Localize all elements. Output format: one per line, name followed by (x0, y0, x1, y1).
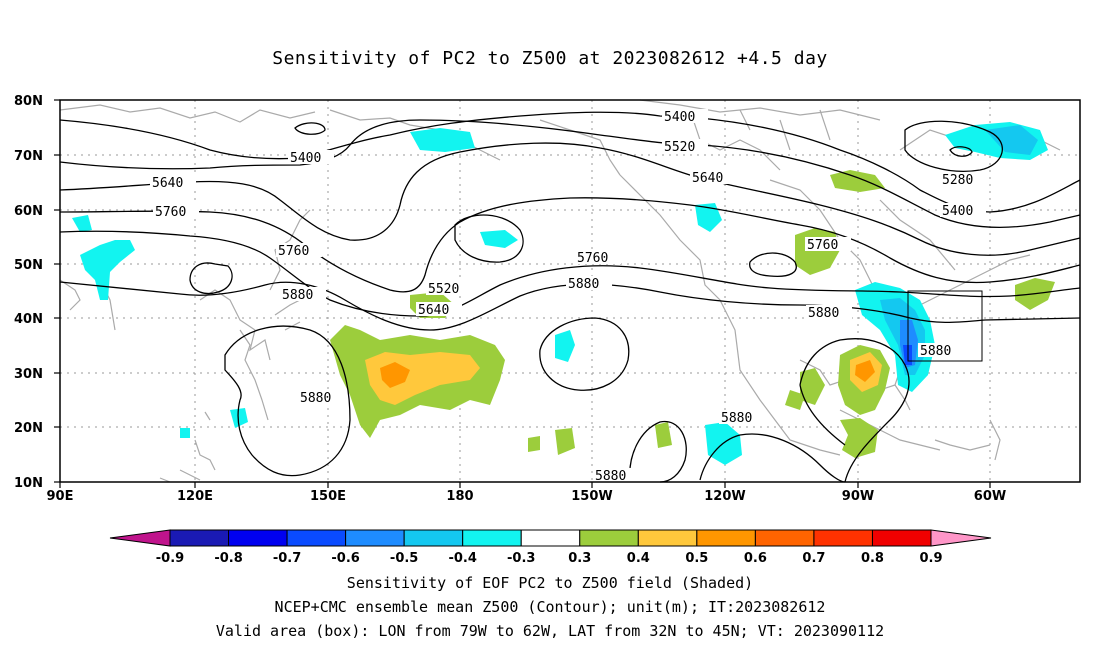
contour-label-5760: 5760 (577, 251, 608, 266)
colorbar-label: -0.9 (156, 551, 184, 566)
colorbar-box (637, 529, 698, 547)
colorbar-box (462, 529, 522, 547)
contour-label-5760: 5760 (807, 238, 838, 253)
lat-label: 10N (14, 476, 43, 491)
valid-area-box (907, 290, 983, 362)
lat-label: 40N (14, 312, 43, 327)
colorbar-box (286, 529, 347, 547)
lon-label: 150E (310, 489, 346, 504)
contour-label-5880: 5880 (568, 277, 599, 292)
colorbar-left-triangle (109, 529, 171, 547)
lon-label: 150W (571, 489, 612, 504)
contour-label-5880: 5880 (920, 344, 951, 359)
contour-label-5880: 5880 (808, 306, 839, 321)
caption-line-1: Sensitivity of EOF PC2 to Z500 field (Sh… (346, 574, 754, 592)
colorbar-box (754, 529, 815, 547)
colorbar-right-triangle (930, 529, 992, 547)
colorbar-box (579, 529, 639, 547)
colorbar-box (403, 529, 464, 547)
colorbar-label: 0.5 (685, 551, 708, 566)
shaded-areas (72, 122, 1055, 465)
lat-label: 20N (14, 421, 43, 436)
colorbar-label: -0.7 (273, 551, 301, 566)
map-title: Sensitivity of PC2 to Z500 at 2023082612… (272, 48, 828, 69)
colorbar-label: 0.3 (568, 551, 591, 566)
contour-label-5400: 5400 (664, 110, 695, 125)
colorbar-box (813, 529, 873, 547)
lat-label: 80N (14, 94, 43, 109)
contour-label-5880: 5880 (595, 469, 626, 484)
colorbar-label: 0.7 (802, 551, 825, 566)
contour-label-5640: 5640 (152, 176, 183, 191)
caption-line-3: Valid area (box): LON from 79W to 62W, L… (215, 622, 885, 640)
colorbar-box (345, 529, 405, 547)
colorbar-label: -0.8 (214, 551, 242, 566)
lat-label: 30N (14, 367, 43, 382)
axis-ticks (54, 99, 991, 488)
contour-label-5400: 5400 (290, 151, 321, 166)
lat-label: 60N (14, 204, 43, 219)
contour-label-5520: 5520 (664, 140, 695, 155)
lon-label: 90W (842, 489, 874, 504)
contour-label-5280: 5280 (942, 173, 973, 188)
colorbar-label: 0.9 (919, 551, 942, 566)
colorbar-box (696, 529, 756, 547)
map-frame (59, 99, 1081, 483)
caption-line-2: NCEP+CMC ensemble mean Z500 (Contour); u… (274, 598, 826, 616)
colorbar-label: -0.6 (331, 551, 359, 566)
colorbar-box (871, 529, 932, 547)
colorbar-label: -0.3 (507, 551, 535, 566)
colorbar-box (228, 529, 288, 547)
contour-label-5640: 5640 (418, 303, 449, 318)
colorbar-label: 0.6 (744, 551, 767, 566)
lon-label: 180 (446, 489, 473, 504)
z500-contours (59, 111, 1081, 483)
contour-label-5400: 5400 (942, 204, 973, 219)
contour-label-5880: 5880 (300, 391, 331, 406)
contour-label-5640: 5640 (692, 171, 723, 186)
colorbar-box (169, 529, 230, 547)
contour-label-5760: 5760 (155, 205, 186, 220)
contour-labels: 5400 5400 5520 5640 5640 5760 5280 5400 … (150, 109, 986, 484)
lat-label: 70N (14, 149, 43, 164)
contour-label-5520: 5520 (428, 282, 459, 297)
colorbar-label: -0.5 (390, 551, 418, 566)
latitude-labels: 80N 70N 60N 50N 40N 30N 20N 10N (14, 94, 43, 491)
colorbar-label: 0.8 (861, 551, 884, 566)
colorbar-label: 0.4 (627, 551, 650, 566)
colorbar: -0.9 -0.8 -0.7 -0.6 -0.5 -0.4 -0.3 0.3 0.4 0.5 0.6… (109, 529, 992, 566)
lon-label: 60W (974, 489, 1006, 504)
colorbar-label: -0.4 (448, 551, 476, 566)
longitude-labels: 90E 120E 150E 180 150W 120W 90W 60W (47, 489, 1007, 504)
lon-label: 120E (177, 489, 213, 504)
contour-label-5880: 5880 (721, 411, 752, 426)
contour-label-5880: 5880 (282, 288, 313, 303)
lon-label: 90E (47, 489, 74, 504)
lat-label: 50N (14, 258, 43, 273)
lon-label: 120W (704, 489, 745, 504)
colorbar-box (520, 529, 581, 547)
contour-label-5760: 5760 (278, 244, 309, 259)
